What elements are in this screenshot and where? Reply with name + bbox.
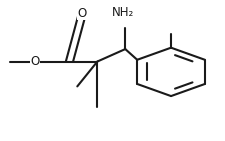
Text: O: O (30, 55, 39, 68)
Text: NH₂: NH₂ (111, 6, 133, 19)
Text: O: O (77, 7, 86, 20)
